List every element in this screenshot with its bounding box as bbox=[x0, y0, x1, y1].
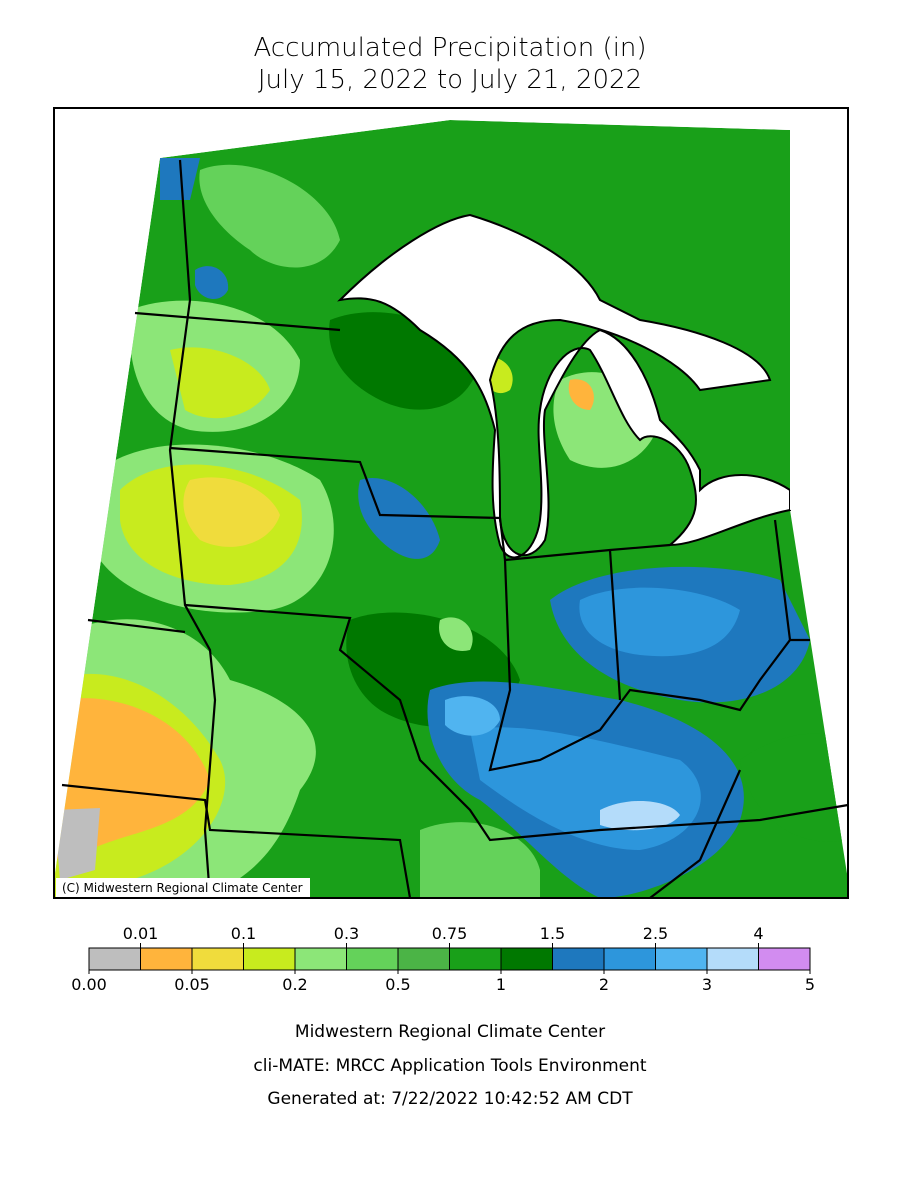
legend-label: 1.5 bbox=[540, 924, 565, 943]
footer-line: Midwestern Regional Climate Center bbox=[295, 1022, 605, 1042]
map-frame bbox=[53, 107, 849, 899]
legend-swatch bbox=[140, 947, 193, 971]
legend-swatch bbox=[706, 947, 759, 971]
legend-label: 3 bbox=[702, 975, 712, 994]
legend-label: 1 bbox=[496, 975, 506, 994]
state-borders bbox=[61, 159, 849, 899]
subtitle: July 15, 2022 to July 21, 2022 bbox=[258, 65, 642, 95]
credit: (C) Midwestern Regional Climate Center bbox=[62, 881, 303, 895]
legend-swatch bbox=[758, 947, 811, 971]
legend-swatch bbox=[500, 947, 553, 971]
legend-label: 2.5 bbox=[643, 924, 668, 943]
footer-line: Generated at: 7/22/2022 10:42:52 AM CDT bbox=[267, 1089, 633, 1109]
legend-swatch bbox=[88, 947, 141, 971]
legend-label: 0.3 bbox=[334, 924, 359, 943]
lakes bbox=[54, 108, 848, 880]
legend-swatch bbox=[397, 947, 450, 971]
legend: 0.00 0.01 0.05 0.1 0.2 0.3 0.5 0.75 1 1.5 2 2.5 3 4 5 bbox=[71, 924, 815, 994]
legend-label: 0.05 bbox=[174, 975, 210, 994]
legend-swatch bbox=[346, 947, 399, 971]
legend-swatch bbox=[552, 947, 605, 971]
title: Accumulated Precipitation (in) bbox=[253, 33, 646, 63]
legend-label: 2 bbox=[599, 975, 609, 994]
legend-swatch bbox=[191, 947, 244, 971]
legend-label: 0.00 bbox=[71, 975, 107, 994]
legend-label: 0.5 bbox=[385, 975, 410, 994]
legend-label: 4 bbox=[753, 924, 763, 943]
footer-line: cli-MATE: MRCC Application Tools Environ… bbox=[253, 1056, 646, 1076]
legend-label: 5 bbox=[805, 975, 815, 994]
legend-label: 0.01 bbox=[123, 924, 159, 943]
legend-label: 0.2 bbox=[282, 975, 307, 994]
legend-swatch bbox=[449, 947, 502, 971]
legend-label: 0.1 bbox=[231, 924, 256, 943]
legend-swatch bbox=[655, 947, 708, 971]
legend-swatch bbox=[243, 947, 296, 971]
legend-swatch bbox=[294, 947, 347, 971]
legend-label: 0.75 bbox=[432, 924, 468, 943]
legend-swatch bbox=[603, 947, 656, 971]
credit-box bbox=[56, 878, 310, 897]
